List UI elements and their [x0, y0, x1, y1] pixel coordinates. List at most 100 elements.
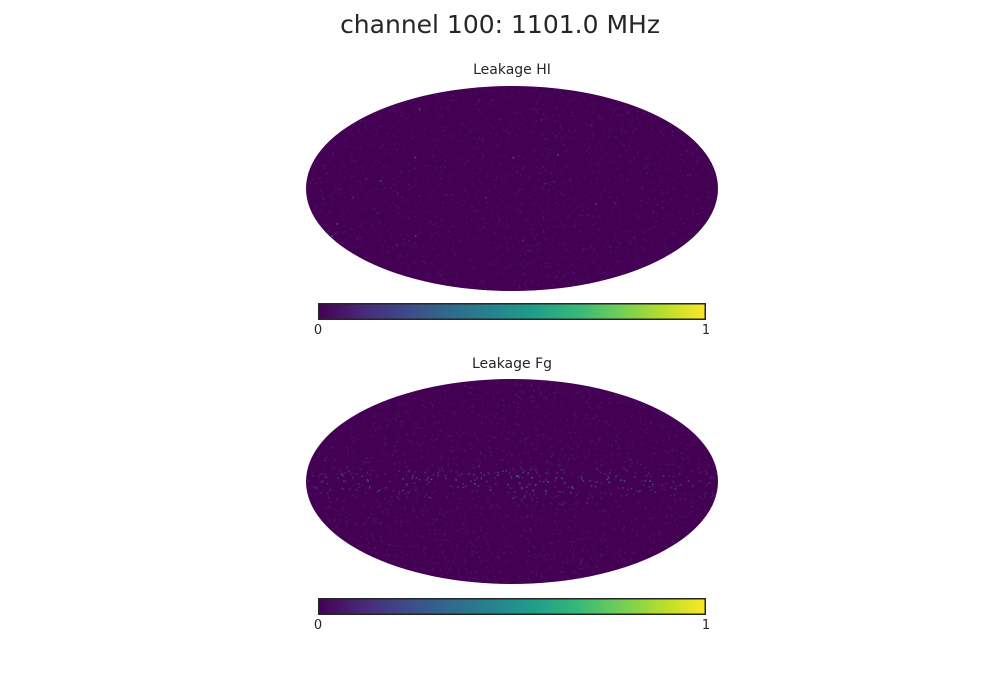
- map-pixel: [327, 195, 330, 198]
- map-pixel: [355, 489, 358, 491]
- map-pixel: [425, 415, 427, 418]
- map-pixel: [339, 431, 342, 433]
- map-pixel: [473, 473, 475, 475]
- map-pixel: [374, 161, 377, 163]
- map-pixel: [370, 541, 372, 543]
- map-pixel: [392, 489, 395, 492]
- map-pixel: [417, 271, 420, 274]
- map-pixel: [454, 133, 456, 135]
- map-pixel: [661, 541, 663, 544]
- map-pixel: [433, 240, 436, 243]
- map-pixel: [448, 108, 450, 111]
- map-pixel: [625, 494, 628, 496]
- map-pixel: [420, 255, 423, 258]
- map-pixel: [338, 193, 340, 196]
- map-pixel: [341, 211, 344, 213]
- map-pixel: [411, 555, 413, 557]
- map-pixel: [529, 461, 531, 464]
- map-pixel: [419, 110, 421, 112]
- map-pixel: [584, 457, 587, 460]
- map-pixel: [506, 127, 509, 130]
- map-pixel: [562, 504, 564, 506]
- map-pixel: [474, 104, 477, 107]
- map-pixel: [576, 505, 579, 507]
- map-pixel: [430, 220, 433, 223]
- map-pixel: [449, 99, 452, 102]
- map-pixel: [510, 534, 512, 536]
- map-pixel: [364, 260, 367, 262]
- map-pixel: [402, 243, 405, 245]
- map-pixel: [602, 524, 604, 527]
- map-pixel: [374, 547, 376, 549]
- map-pixel: [574, 281, 576, 283]
- map-pixel: [569, 520, 571, 522]
- map-pixel: [574, 277, 576, 280]
- map-pixel: [545, 472, 548, 474]
- map-pixel: [452, 242, 455, 244]
- map-pixel: [710, 162, 713, 164]
- map-pixel: [619, 505, 622, 508]
- map-pixel: [388, 148, 391, 151]
- map-pixel: [400, 190, 402, 193]
- map-pixel: [412, 433, 415, 436]
- map-pixel: [441, 508, 443, 510]
- map-pixel: [396, 192, 399, 194]
- map-pixel: [561, 95, 563, 98]
- colorbar-leakage-hi: [318, 303, 706, 320]
- map-pixel: [553, 555, 556, 558]
- map-pixel: [496, 556, 499, 559]
- map-pixel: [375, 213, 378, 215]
- map-pixel: [591, 157, 593, 160]
- map-pixel: [665, 424, 667, 427]
- map-pixel: [595, 414, 598, 417]
- map-pixel: [588, 103, 591, 106]
- map-pixel: [665, 220, 667, 223]
- map-pixel: [644, 508, 647, 510]
- map-pixel: [519, 172, 521, 174]
- map-pixel: [533, 262, 535, 264]
- map-pixel: [564, 145, 567, 148]
- map-pixel: [617, 212, 619, 214]
- map-pixel: [473, 137, 475, 140]
- map-pixel: [369, 430, 371, 432]
- map-pixel: [624, 552, 626, 554]
- map-pixel: [481, 404, 484, 406]
- map-pixel: [642, 412, 645, 414]
- map-pixel: [567, 528, 570, 531]
- map-pixel: [518, 424, 520, 426]
- map-pixel: [427, 469, 430, 472]
- map-pixel: [646, 426, 648, 429]
- map-pixel: [459, 110, 462, 113]
- map-pixel: [710, 476, 712, 479]
- map-pixel: [691, 183, 693, 186]
- map-pixel: [710, 454, 712, 457]
- map-pixel: [571, 454, 574, 457]
- map-pixel: [602, 519, 604, 521]
- map-pixel: [366, 471, 368, 474]
- map-pixel: [714, 481, 717, 483]
- map-pixel: [576, 416, 579, 419]
- map-pixel: [557, 464, 560, 467]
- map-pixel: [537, 434, 539, 437]
- map-pixel: [405, 474, 408, 476]
- map-pixel: [504, 419, 506, 422]
- map-pixel: [499, 221, 502, 223]
- map-pixel: [345, 145, 347, 148]
- map-pixel: [471, 544, 474, 547]
- map-pixel: [716, 472, 718, 474]
- map-pixel: [347, 449, 350, 451]
- map-pixel: [480, 477, 483, 480]
- map-pixel: [409, 246, 411, 249]
- map-pixel: [465, 104, 468, 107]
- map-pixel: [457, 415, 460, 418]
- map-pixel: [441, 189, 443, 191]
- map-pixel: [486, 175, 488, 177]
- map-pixel: [461, 184, 464, 187]
- map-pixel: [614, 235, 617, 238]
- map-pixel: [446, 126, 449, 129]
- map-pixel: [392, 417, 394, 420]
- map-pixel: [514, 512, 516, 515]
- map-pixel: [596, 503, 599, 505]
- map-pixel: [682, 446, 684, 449]
- map-pixel: [573, 458, 576, 460]
